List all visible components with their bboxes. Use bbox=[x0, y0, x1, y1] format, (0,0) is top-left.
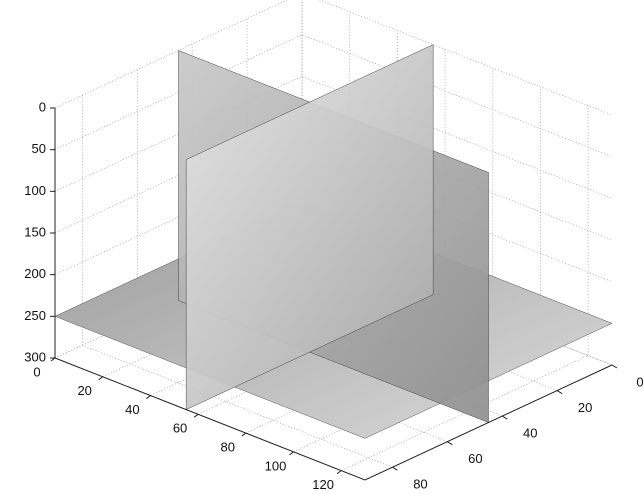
x-tick-label: 40 bbox=[125, 402, 139, 417]
x-tick-label: 120 bbox=[312, 477, 334, 492]
x-tick bbox=[194, 414, 198, 417]
z-tick-label: 50 bbox=[32, 141, 46, 156]
x-tick-label: 100 bbox=[265, 458, 287, 473]
z-tick-label: 150 bbox=[24, 224, 46, 239]
x-tick-label: 0 bbox=[33, 364, 40, 379]
x-tick-label: 80 bbox=[221, 440, 235, 455]
z-tick-label: 100 bbox=[24, 183, 46, 198]
z-tick-label: 0 bbox=[39, 99, 46, 114]
y-tick-label: 60 bbox=[468, 451, 482, 466]
y-tick bbox=[557, 391, 562, 394]
x-tick bbox=[146, 396, 150, 399]
x-tick bbox=[337, 471, 341, 474]
z-tick-label: 200 bbox=[24, 266, 46, 281]
x-tick bbox=[289, 452, 293, 455]
y-tick-label: 40 bbox=[523, 426, 537, 441]
x-tick bbox=[242, 433, 246, 436]
x-tick-label: 60 bbox=[173, 421, 187, 436]
z-tick-label: 250 bbox=[24, 308, 46, 323]
y-tick bbox=[447, 442, 452, 445]
y-tick bbox=[502, 416, 507, 419]
y-tick bbox=[392, 467, 397, 470]
x-tick bbox=[99, 377, 103, 380]
y-tick bbox=[612, 365, 617, 368]
z-tick-label: 300 bbox=[24, 349, 46, 364]
x-tick-label: 20 bbox=[77, 383, 91, 398]
y-tick-label: 0 bbox=[636, 374, 643, 389]
y-tick-label: 20 bbox=[578, 400, 592, 415]
chart: 0 20 40 60 80 100 120 0 20 40 60 80 0 50 100 150 200 250 3… bbox=[0, 0, 644, 494]
y-tick-label: 80 bbox=[413, 477, 427, 492]
